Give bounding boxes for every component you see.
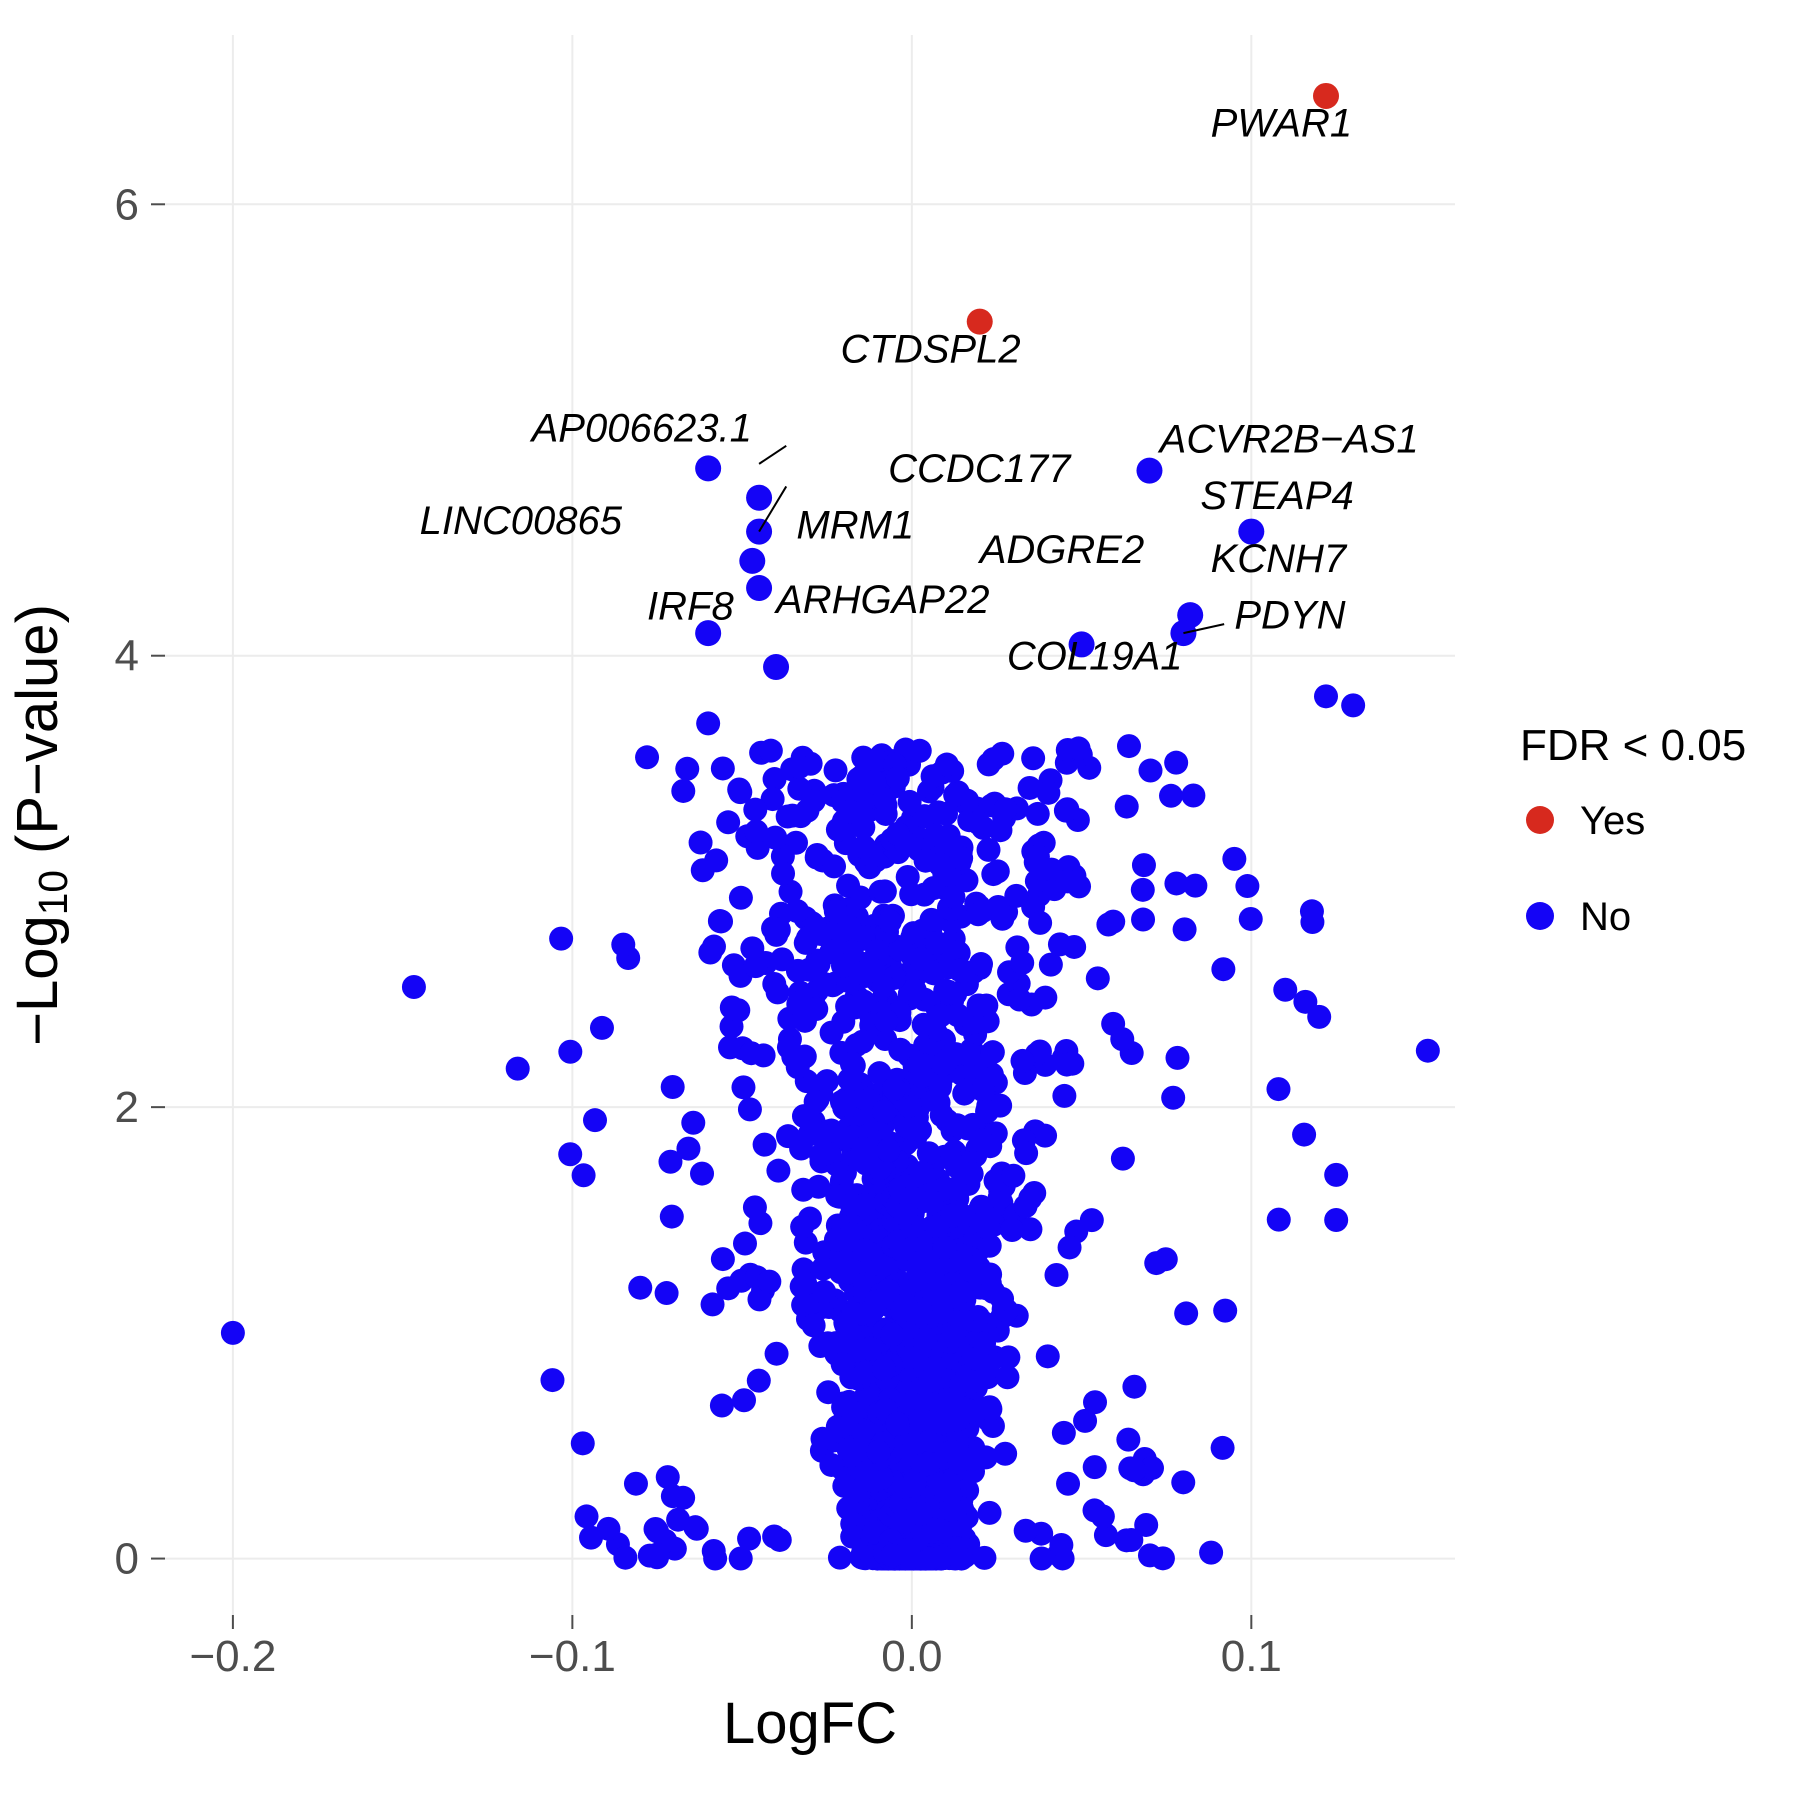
y-tick-label: 6 [115,180,139,229]
legend-swatch [1526,806,1554,834]
gene-label: MRM1 [796,503,914,547]
gene-label: CTDSPL2 [841,327,1021,371]
x-tick-label: −0.2 [189,1632,276,1681]
gene-label: ADGRE2 [978,528,1145,572]
gene-label: PDYN [1234,594,1345,638]
legend: FDR < 0.05 Yes No [1520,721,1746,939]
x-axis-title: LogFC [723,1691,897,1756]
legend-label: Yes [1580,799,1645,843]
gene-label: AP006623.1 [530,406,752,450]
gene-label: PWAR1 [1211,102,1353,146]
legend-swatch [1526,902,1554,930]
y-tick-label: 2 [115,1083,139,1132]
gene-label: CCDC177 [888,447,1072,491]
legend-title: FDR < 0.05 [1520,721,1746,770]
x-tick-label: 0.1 [1221,1632,1282,1681]
y-tick-label: 0 [115,1535,139,1584]
gene-label: ARHGAP22 [774,578,989,622]
x-tick-label: 0.0 [881,1632,942,1681]
y-axis-title: −Log10 (P−value) [5,604,76,1046]
gene-label: KCNH7 [1211,537,1348,581]
gene-label: LINC00865 [420,499,623,543]
gene-label: ACVR2B−AS1 [1158,418,1419,462]
x-tick-label: −0.1 [529,1632,616,1681]
volcano-plot: PWAR1 CTDSPL2 AP006623.1 ACVR2B−AS1 CCDC177 S… [0,0,1800,1800]
plot-panel [165,35,1455,1615]
gene-label: STEAP4 [1200,474,1353,518]
gene-label: COL19A1 [1007,634,1183,678]
y-tick-label: 4 [115,632,139,681]
gene-label: IRF8 [647,585,734,629]
legend-label: No [1580,895,1631,939]
